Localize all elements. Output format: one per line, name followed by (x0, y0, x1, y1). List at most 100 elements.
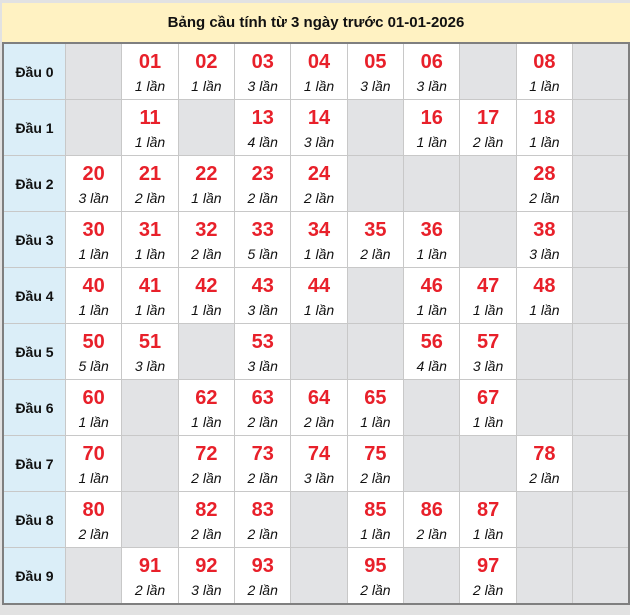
number-cell: 63 2 lần (234, 379, 292, 436)
lottery-number: 65 (364, 387, 387, 409)
number-cell: 04 1 lần (290, 42, 348, 100)
empty-cell (572, 155, 630, 212)
number-cell: 41 1 lần (121, 267, 179, 324)
occurrence-count: 2 lần (247, 190, 278, 206)
occurrence-count: 3 lần (416, 78, 447, 94)
occurrence-count: 2 lần (247, 582, 278, 598)
occurrence-count: 1 lần (360, 414, 391, 430)
lottery-number: 32 (195, 219, 218, 241)
occurrence-count: 1 lần (134, 246, 166, 262)
number-cell: 44 1 lần (290, 267, 348, 324)
occurrence-count: 3 lần (303, 470, 335, 486)
lottery-number: 86 (420, 499, 443, 521)
empty-cell (515, 491, 574, 548)
lottery-number: 23 (251, 163, 274, 185)
occurrence-count: 1 lần (360, 526, 391, 542)
number-cell: 42 1 lần (177, 267, 236, 324)
lottery-number: 50 (82, 331, 105, 353)
empty-cell (572, 491, 630, 548)
empty-cell (572, 379, 630, 436)
empty-cell (459, 211, 517, 268)
number-cell: 08 1 lần (515, 42, 574, 100)
occurrence-count: 2 lần (360, 246, 391, 262)
number-cell: 33 5 lần (234, 211, 292, 268)
occurrence-count: 1 lần (78, 414, 109, 430)
number-cell: 62 1 lần (177, 379, 236, 436)
number-cell: 24 2 lần (290, 155, 348, 212)
number-cell: 32 2 lần (177, 211, 236, 268)
lottery-number: 70 (82, 443, 105, 465)
lottery-number: 30 (82, 219, 105, 241)
number-cell: 85 1 lần (346, 491, 405, 548)
occurrence-count: 2 lần (472, 582, 504, 598)
row-label: Đầu 5 (2, 323, 66, 380)
occurrence-count: 1 lần (529, 302, 560, 318)
empty-cell (459, 42, 517, 100)
lottery-number: 95 (364, 555, 387, 577)
lottery-number: 13 (251, 107, 274, 129)
table-row: Đầu 3 30 1 lần 31 1 lần 32 2 lần 33 5 lần 34 1 lần… (2, 211, 630, 268)
table-row: Đầu 8 80 2 lần 82 2 lần 83 2 lần 85 1 lần 86 2 lần… (2, 491, 630, 548)
occurrence-count: 1 lần (191, 414, 222, 430)
occurrence-count: 1 lần (303, 302, 335, 318)
lottery-number: 03 (251, 51, 274, 73)
table-row: Đầu 7 70 1 lần 72 2 lần 73 2 lần 74 3 lần 75 2 lần… (2, 435, 630, 492)
number-cell: 51 3 lần (121, 323, 179, 380)
empty-cell (290, 323, 348, 380)
table-row: Đầu 5 50 5 lần 51 3 lần 53 3 lần 56 4 lần 57 3 lần (2, 323, 630, 380)
occurrence-count: 1 lần (416, 246, 447, 262)
lottery-number: 64 (307, 387, 331, 409)
empty-cell (121, 435, 179, 492)
number-cell: 56 4 lần (403, 323, 461, 380)
occurrence-count: 3 lần (303, 134, 335, 150)
occurrence-count: 3 lần (134, 358, 166, 374)
lottery-number: 08 (533, 51, 556, 73)
row-label: Đầu 7 (2, 435, 66, 492)
number-cell: 35 2 lần (346, 211, 405, 268)
number-cell: 43 3 lần (234, 267, 292, 324)
lottery-number: 74 (307, 443, 331, 465)
lottery-number: 46 (420, 275, 443, 297)
number-cell: 97 2 lần (459, 547, 517, 605)
lottery-number: 22 (195, 163, 218, 185)
lottery-number: 01 (138, 51, 162, 73)
occurrence-count: 2 lần (78, 526, 109, 542)
lottery-number: 82 (195, 499, 218, 521)
number-cell: 78 2 lần (515, 435, 574, 492)
number-cell: 83 2 lần (234, 491, 292, 548)
empty-cell (346, 323, 405, 380)
lottery-number: 56 (420, 331, 443, 353)
lottery-number: 44 (307, 275, 331, 297)
number-cell: 70 1 lần (64, 435, 123, 492)
lottery-number: 02 (195, 51, 218, 73)
occurrence-count: 1 lần (78, 302, 109, 318)
lottery-number: 85 (364, 499, 387, 521)
lottery-table-panel: Bảng cầu tính từ 3 ngày trước 01-01-2026… (0, 3, 630, 615)
number-cell: 93 2 lần (234, 547, 292, 605)
number-cell: 80 2 lần (64, 491, 123, 548)
occurrence-count: 2 lần (191, 470, 222, 486)
table-row: Đầu 1 11 1 lần 13 4 lần 14 3 lần 16 1 lần 17 2 lần… (2, 99, 630, 156)
empty-cell (572, 211, 630, 268)
number-cell: 75 2 lần (346, 435, 405, 492)
number-cell: 34 1 lần (290, 211, 348, 268)
lottery-number: 28 (533, 163, 556, 185)
number-cell: 72 2 lần (177, 435, 236, 492)
table-row: Đầu 0 01 1 lần 02 1 lần 03 3 lần 04 1 lần 05 3 lần… (2, 42, 630, 100)
lottery-number: 87 (476, 499, 500, 521)
lottery-number: 48 (533, 275, 556, 297)
table-row: Đầu 6 60 1 lần 62 1 lần 63 2 lần 64 2 lần 65 1 lần… (2, 379, 630, 436)
occurrence-count: 2 lần (416, 526, 447, 542)
number-cell: 91 2 lần (121, 547, 179, 605)
number-cell: 64 2 lần (290, 379, 348, 436)
occurrence-count: 2 lần (134, 582, 166, 598)
number-cell: 92 3 lần (177, 547, 236, 605)
lottery-number: 41 (138, 275, 162, 297)
empty-cell (64, 42, 123, 100)
lottery-number: 18 (533, 107, 556, 129)
number-cell: 13 4 lần (234, 99, 292, 156)
lottery-number: 92 (195, 555, 218, 577)
occurrence-count: 2 lần (303, 414, 335, 430)
occurrence-count: 2 lần (247, 414, 278, 430)
occurrence-count: 4 lần (416, 358, 447, 374)
